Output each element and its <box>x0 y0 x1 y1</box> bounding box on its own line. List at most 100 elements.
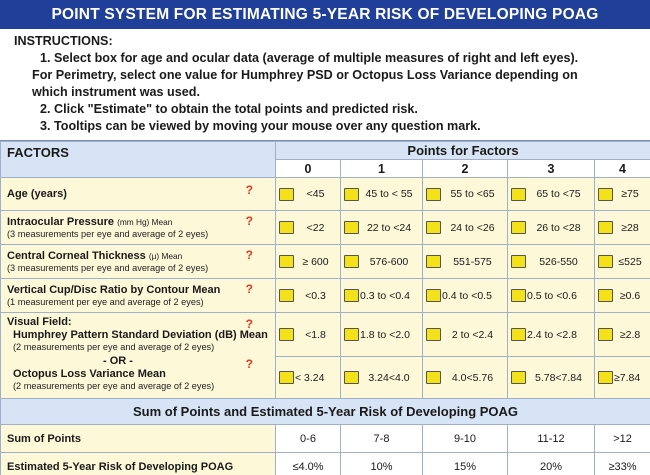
option-iop-4[interactable]: ≥28 <box>593 210 650 245</box>
checkbox[interactable] <box>511 371 526 384</box>
checkbox[interactable] <box>598 328 613 341</box>
checkbox[interactable] <box>511 221 526 234</box>
option-cup-disc-1[interactable]: 0.3 to <0.4 <box>340 278 423 313</box>
points-col-0: 0 <box>275 159 341 178</box>
checkbox[interactable] <box>279 371 294 384</box>
option-iop-2[interactable]: 24 to <26 <box>422 210 508 245</box>
help-question-icon[interactable]: ? <box>245 248 253 262</box>
option-value: <45 <box>306 188 325 200</box>
risk-points-table: FACTORS Points for Factors 0 1 2 3 4 Age… <box>0 141 650 475</box>
option-octopus-4[interactable]: ≥7.84 <box>593 356 650 399</box>
option-value: <22 <box>306 221 325 234</box>
sum-points-row: Sum of Points 0-6 7-8 9-10 11-12 >12 <box>0 424 650 453</box>
page-title: POINT SYSTEM FOR ESTIMATING 5-YEAR RISK … <box>0 0 650 29</box>
option-octopus-2[interactable]: 4.0<5.76 <box>422 356 508 399</box>
option-value: 1.8 to <2.0 <box>360 328 410 341</box>
option-octopus-0[interactable]: < 3.24 <box>275 356 341 399</box>
checkbox[interactable] <box>426 221 441 234</box>
option-humphrey-4[interactable]: ≥2.8 <box>593 312 650 357</box>
checkbox[interactable] <box>279 328 294 341</box>
checkbox[interactable] <box>279 255 294 268</box>
instruction-step-3: 3. Tooltips can be viewed by moving your… <box>40 119 481 133</box>
factor-label-cup-disc: Vertical Cup/Disc Ratio by Contour Mean … <box>0 278 276 313</box>
option-age-2[interactable]: 55 to <65 <box>422 177 508 211</box>
option-age-0[interactable]: <45 <box>275 177 341 211</box>
option-cup-disc-0[interactable]: <0.3 <box>275 278 341 313</box>
option-value: 45 to < 55 <box>365 188 413 200</box>
checkbox[interactable] <box>279 221 294 234</box>
help-question-icon[interactable]: ? <box>245 214 253 228</box>
option-octopus-3[interactable]: 5.78<7.84 <box>507 356 595 399</box>
option-value: 2.4 to <2.8 <box>527 328 577 341</box>
option-cup-disc-2[interactable]: 0.4 to <0.5 <box>422 278 508 313</box>
risk-label: Estimated 5-Year Risk of Developing POAG <box>0 452 276 475</box>
option-value: 4.0<5.76 <box>451 371 494 384</box>
factor-name-note: (μ) Mean <box>148 250 183 261</box>
factor-name: Age (years) <box>7 187 67 200</box>
checkbox[interactable] <box>344 371 359 384</box>
checkbox[interactable] <box>279 187 294 201</box>
option-cup-disc-4[interactable]: ≥0.6 <box>593 278 650 313</box>
checkbox[interactable] <box>344 221 359 234</box>
points-col-2: 2 <box>422 159 508 178</box>
option-cct-4[interactable]: ≤525 <box>593 244 650 279</box>
option-value: 526-550 <box>539 255 578 268</box>
checkbox[interactable] <box>598 255 613 268</box>
instructions-header: INSTRUCTIONS: <box>14 34 113 48</box>
risk-value-2: 15% <box>422 452 508 475</box>
instruction-step-1-cont-b: which instrument was used. <box>32 85 200 99</box>
checkbox[interactable] <box>511 187 526 201</box>
option-iop-3[interactable]: 26 to <28 <box>507 210 595 245</box>
risk-value-1: 10% <box>340 452 423 475</box>
factor-label-age: Age (years) ? <box>0 177 276 211</box>
or-separator: - OR - <box>103 355 133 367</box>
checkbox[interactable] <box>344 187 359 201</box>
factor-row-cup-disc: Vertical Cup/Disc Ratio by Contour Mean … <box>0 278 650 313</box>
option-cct-0[interactable]: ≥ 600 <box>275 244 341 279</box>
help-question-icon[interactable]: ? <box>245 317 253 331</box>
help-question-icon[interactable]: ? <box>245 357 253 371</box>
checkbox[interactable] <box>344 328 359 341</box>
checkbox[interactable] <box>511 255 526 268</box>
option-humphrey-0[interactable]: <1.8 <box>275 312 341 357</box>
option-cup-disc-3[interactable]: 0.5 to <0.6 <box>507 278 595 313</box>
option-cct-1[interactable]: 576-600 <box>340 244 423 279</box>
option-value: ≥75 <box>621 188 639 200</box>
sum-value-3: 11-12 <box>507 424 595 453</box>
option-cct-2[interactable]: 551-575 <box>422 244 508 279</box>
humphrey-name: Humphrey Pattern Standard Deviation (dB)… <box>13 329 268 341</box>
checkbox[interactable] <box>598 371 613 384</box>
points-col-3: 3 <box>507 159 595 178</box>
option-age-4[interactable]: ≥75 <box>593 177 650 211</box>
checkbox[interactable] <box>426 289 441 302</box>
checkbox[interactable] <box>344 289 359 302</box>
points-col-4: 4 <box>593 159 650 178</box>
checkbox[interactable] <box>598 221 613 234</box>
instructions-panel: INSTRUCTIONS: 1. Select box for age and … <box>0 29 650 141</box>
checkbox[interactable] <box>511 328 526 341</box>
checkbox[interactable] <box>344 255 359 268</box>
checkbox[interactable] <box>426 255 441 268</box>
option-octopus-1[interactable]: 3.24<4.0 <box>340 356 423 399</box>
checkbox[interactable] <box>279 289 294 302</box>
checkbox[interactable] <box>598 187 613 201</box>
option-cct-3[interactable]: 526-550 <box>507 244 595 279</box>
option-value: 22 to <24 <box>366 221 412 234</box>
option-age-1[interactable]: 45 to < 55 <box>340 177 423 211</box>
help-question-icon[interactable]: ? <box>245 183 253 197</box>
option-age-3[interactable]: 65 to <75 <box>507 177 595 211</box>
checkbox[interactable] <box>426 187 441 201</box>
option-humphrey-3[interactable]: 2.4 to <2.8 <box>507 312 595 357</box>
option-iop-0[interactable]: <22 <box>275 210 341 245</box>
checkbox[interactable] <box>426 371 441 384</box>
option-humphrey-2[interactable]: 2 to <2.4 <box>422 312 508 357</box>
visual-field-title: Visual Field: <box>7 316 72 328</box>
checkbox[interactable] <box>511 289 526 302</box>
option-humphrey-1[interactable]: 1.8 to <2.0 <box>340 312 423 357</box>
checkbox[interactable] <box>598 289 613 302</box>
option-value: ≤525 <box>618 255 642 268</box>
factor-label-iop: Intraocular Pressure (mm Hg) Mean (3 mea… <box>0 210 276 245</box>
help-question-icon[interactable]: ? <box>245 282 253 296</box>
option-iop-1[interactable]: 22 to <24 <box>340 210 423 245</box>
checkbox[interactable] <box>426 328 441 341</box>
